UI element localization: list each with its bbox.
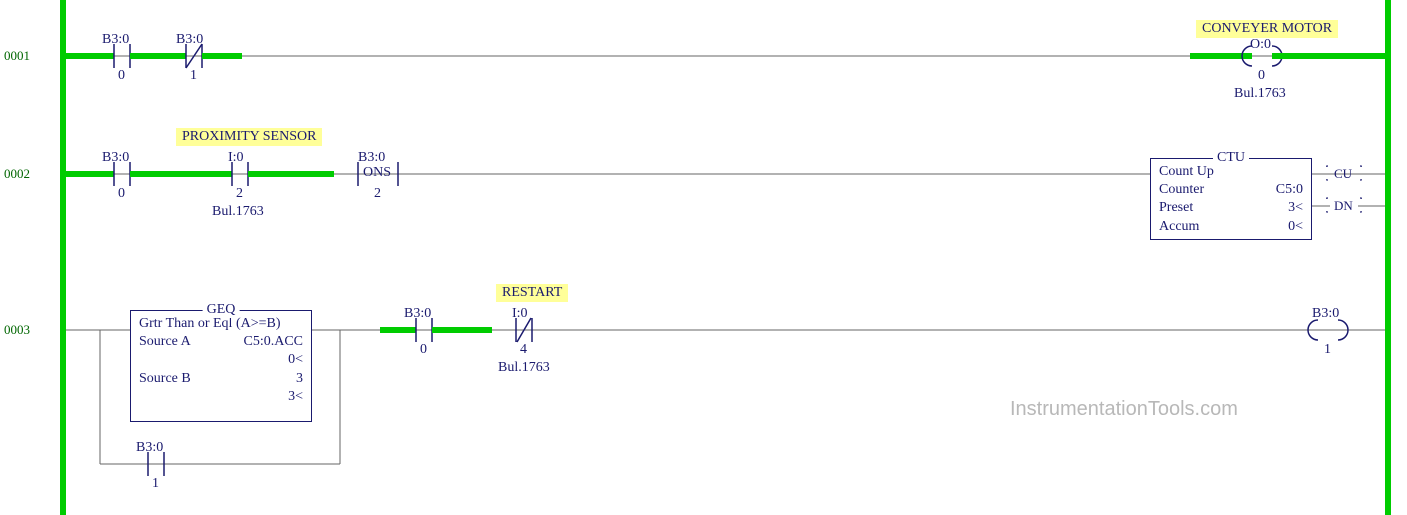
bit: 0 xyxy=(118,186,125,202)
geq-srcA-label: Source A xyxy=(139,333,191,351)
ctu-line1: Count Up xyxy=(1159,163,1214,181)
tag: B3:0 xyxy=(136,440,163,456)
tag: B3:0 xyxy=(102,32,129,48)
tag: I:0 xyxy=(512,306,528,322)
bit: 1 xyxy=(190,68,197,84)
rung-number: 0002 xyxy=(4,166,30,182)
label-restart: RESTART xyxy=(496,284,568,302)
bit: 0 xyxy=(420,342,427,358)
bit: 1 xyxy=(152,476,159,492)
geq-srcA-sub: 0< xyxy=(288,351,303,369)
rung-number: 0001 xyxy=(4,48,30,64)
label-proximity-sensor: PROXIMITY SENSOR xyxy=(176,128,322,146)
tag: I:0 xyxy=(228,150,244,166)
ctu-counter-value: C5:0 xyxy=(1276,181,1303,199)
ctu-accum-value: 0< xyxy=(1288,218,1303,236)
block-title: GEQ xyxy=(203,302,240,318)
bit: 0 xyxy=(1258,68,1265,84)
tag: B3:0 xyxy=(102,150,129,166)
ons-mnemonic: ONS xyxy=(363,165,391,181)
geq-srcB-label: Source B xyxy=(139,370,191,388)
geq-srcB-sub: 3< xyxy=(288,388,303,406)
ctu-block: CTU Count Up Counter C5:0 Preset 3< Accu… xyxy=(1150,158,1312,240)
ctu-pin-cu: CU xyxy=(1326,164,1362,182)
watermark: InstrumentationTools.com xyxy=(1010,398,1238,421)
tag: B3:0 xyxy=(358,150,385,166)
svg-text:DN: DN xyxy=(1334,198,1353,213)
geq-srcB-value: 3 xyxy=(296,370,303,388)
bit: 1 xyxy=(1324,342,1331,358)
tag: B3:0 xyxy=(176,32,203,48)
ctu-accum-label: Accum xyxy=(1159,218,1199,236)
block-title: CTU xyxy=(1213,150,1249,166)
bit: 2 xyxy=(374,186,381,202)
ladder-diagram: 0001 0002 0003 CONVEYER MOTOR PROXIMITY … xyxy=(0,0,1407,515)
right-power-rail xyxy=(1385,0,1391,515)
tag: B3:0 xyxy=(1312,306,1339,322)
rung-number: 0003 xyxy=(4,322,30,338)
ctu-counter-label: Counter xyxy=(1159,181,1204,199)
desc: Bul.1763 xyxy=(1234,86,1286,102)
bit: 0 xyxy=(118,68,125,84)
desc: Bul.1763 xyxy=(212,204,264,220)
bit: 4 xyxy=(520,342,527,358)
ctu-preset-value: 3< xyxy=(1288,199,1303,217)
wire-layer xyxy=(0,0,1407,515)
tag: B3:0 xyxy=(404,306,431,322)
left-power-rail xyxy=(60,0,66,515)
desc: Bul.1763 xyxy=(498,360,550,376)
geq-srcA-value: C5:0.ACC xyxy=(243,333,303,351)
tag: O:0 xyxy=(1250,37,1271,53)
geq-block: GEQ Grtr Than or Eql (A>=B) Source A C5:… xyxy=(130,310,312,422)
label-conveyer-motor: CONVEYER MOTOR xyxy=(1196,20,1338,38)
ctu-preset-label: Preset xyxy=(1159,199,1193,217)
ctu-pin-dn: DN xyxy=(1326,196,1362,214)
bit: 2 xyxy=(236,186,243,202)
svg-text:CU: CU xyxy=(1334,166,1353,181)
